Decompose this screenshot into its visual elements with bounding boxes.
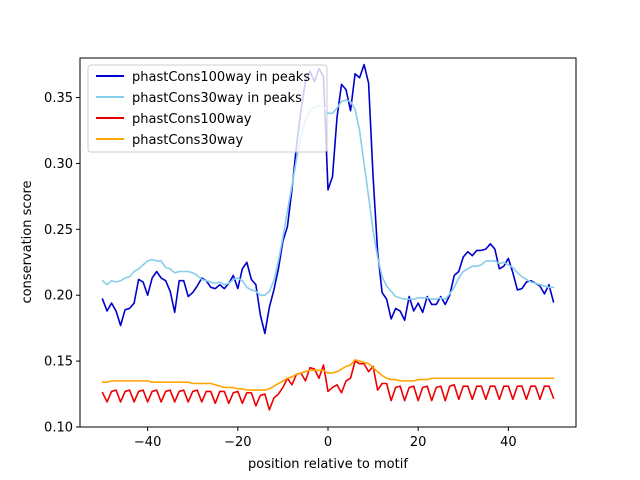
legend-label-0: phastCons100way in peaks <box>132 70 310 85</box>
x-tick-label: 0 <box>324 435 332 450</box>
x-axis: −40 −20 0 20 40 <box>134 427 517 450</box>
y-tick-label: 0.35 <box>44 91 73 106</box>
x-tick-label: 20 <box>410 435 427 450</box>
legend: phastCons100way in peaks phastCons30way i… <box>87 64 328 153</box>
legend-frame <box>87 64 328 153</box>
x-axis-label: position relative to motif <box>248 457 408 472</box>
x-tick-label: −20 <box>224 435 251 450</box>
series-layer <box>101 63 555 411</box>
x-tick-label: 40 <box>500 435 517 450</box>
legend-label-2: phastCons100way <box>132 112 252 127</box>
x-tick-label: −40 <box>134 435 161 450</box>
y-tick-label: 0.10 <box>44 421 73 436</box>
series-line-0 <box>101 63 555 335</box>
legend-label-3: phastCons30way <box>132 133 244 148</box>
y-tick-label: 0.15 <box>44 355 73 370</box>
series-line-2 <box>101 360 555 411</box>
series-line-3 <box>101 358 555 391</box>
y-axis: 0.10 0.15 0.20 0.25 0.30 0.35 <box>44 91 80 436</box>
y-tick-label: 0.20 <box>44 289 73 304</box>
y-tick-label: 0.30 <box>44 157 73 172</box>
legend-label-1: phastCons30way in peaks <box>132 91 302 106</box>
y-tick-label: 0.25 <box>44 223 73 238</box>
y-axis-label: conservation score <box>20 180 35 303</box>
series-line-1 <box>101 99 555 300</box>
